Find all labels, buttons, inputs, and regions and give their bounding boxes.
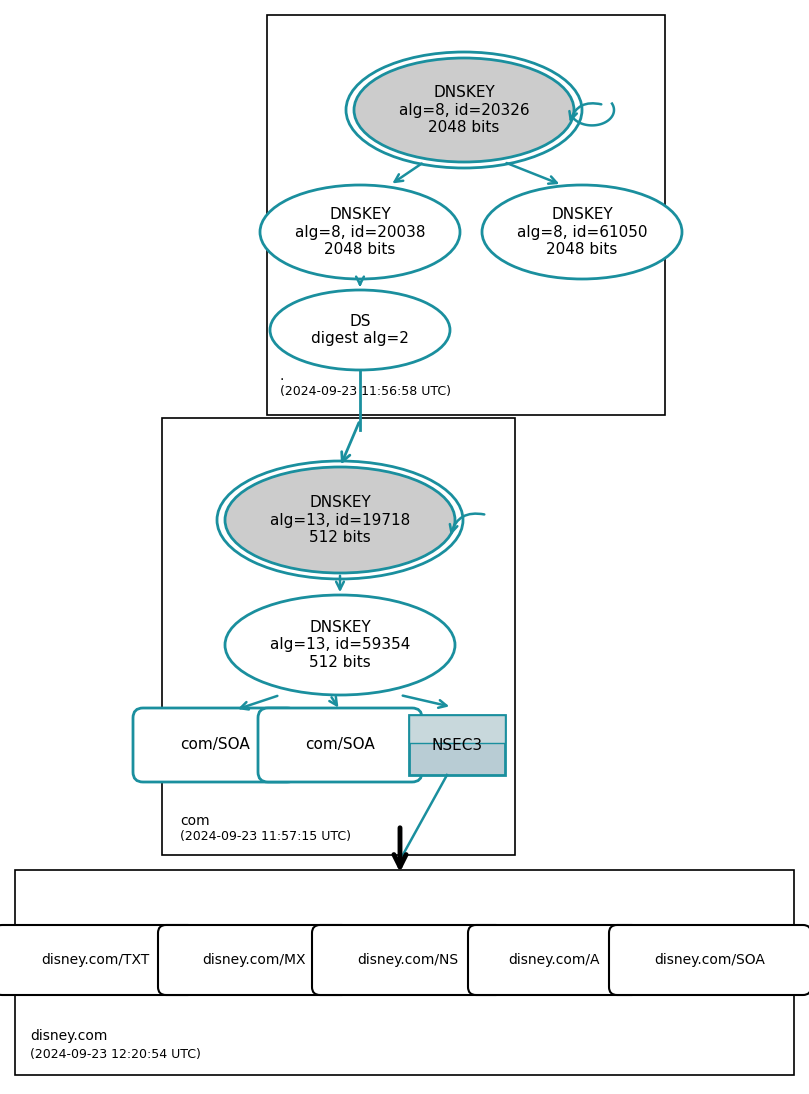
- Ellipse shape: [354, 58, 574, 162]
- Text: com/SOA: com/SOA: [305, 737, 375, 753]
- FancyBboxPatch shape: [0, 926, 196, 996]
- FancyBboxPatch shape: [258, 708, 422, 782]
- Text: disney.com/TXT: disney.com/TXT: [41, 953, 149, 967]
- FancyBboxPatch shape: [409, 715, 505, 775]
- Ellipse shape: [270, 290, 450, 370]
- Ellipse shape: [225, 467, 455, 573]
- Text: disney.com/SOA: disney.com/SOA: [654, 953, 765, 967]
- Text: com: com: [180, 814, 210, 828]
- Text: DNSKEY
alg=8, id=20326
2048 bits: DNSKEY alg=8, id=20326 2048 bits: [399, 85, 529, 135]
- Text: (2024-09-23 11:56:58 UTC): (2024-09-23 11:56:58 UTC): [280, 385, 451, 398]
- FancyBboxPatch shape: [162, 418, 515, 856]
- Ellipse shape: [482, 185, 682, 279]
- Text: DNSKEY
alg=13, id=59354
512 bits: DNSKEY alg=13, id=59354 512 bits: [270, 620, 410, 670]
- Text: .: .: [280, 369, 285, 383]
- FancyBboxPatch shape: [267, 15, 665, 415]
- Text: DS
digest alg=2: DS digest alg=2: [311, 314, 409, 346]
- Text: DNSKEY
alg=8, id=61050
2048 bits: DNSKEY alg=8, id=61050 2048 bits: [517, 207, 647, 257]
- FancyBboxPatch shape: [15, 870, 794, 1075]
- Text: disney.com: disney.com: [30, 1029, 108, 1043]
- FancyBboxPatch shape: [312, 926, 504, 996]
- Text: com/SOA: com/SOA: [180, 737, 250, 753]
- FancyBboxPatch shape: [158, 926, 350, 996]
- Text: disney.com/NS: disney.com/NS: [358, 953, 459, 967]
- Text: DNSKEY
alg=8, id=20038
2048 bits: DNSKEY alg=8, id=20038 2048 bits: [294, 207, 426, 257]
- FancyBboxPatch shape: [609, 926, 809, 996]
- Text: (2024-09-23 11:57:15 UTC): (2024-09-23 11:57:15 UTC): [180, 830, 351, 843]
- FancyBboxPatch shape: [133, 708, 297, 782]
- FancyBboxPatch shape: [409, 715, 505, 743]
- Text: (2024-09-23 12:20:54 UTC): (2024-09-23 12:20:54 UTC): [30, 1048, 201, 1061]
- Ellipse shape: [225, 595, 455, 695]
- Text: disney.com/MX: disney.com/MX: [202, 953, 306, 967]
- Text: disney.com/A: disney.com/A: [508, 953, 599, 967]
- Ellipse shape: [260, 185, 460, 279]
- Text: NSEC3: NSEC3: [431, 737, 482, 753]
- Text: DNSKEY
alg=13, id=19718
512 bits: DNSKEY alg=13, id=19718 512 bits: [270, 496, 410, 545]
- FancyBboxPatch shape: [468, 926, 640, 996]
